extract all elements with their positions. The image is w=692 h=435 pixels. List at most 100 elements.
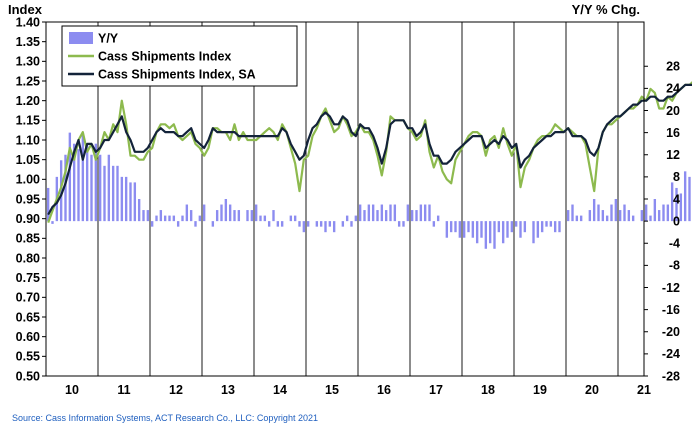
- yy-bar: [679, 193, 683, 222]
- yy-bar: [111, 165, 115, 222]
- yy-bar: [406, 204, 410, 222]
- yy-bar: [263, 215, 267, 222]
- right-tick-label: -16: [662, 303, 680, 317]
- yy-bar: [428, 204, 431, 222]
- right-tick-label: 20: [666, 104, 680, 118]
- yy-bar: [423, 204, 427, 222]
- yy-bar: [276, 221, 280, 227]
- yy-bar: [94, 143, 98, 222]
- left-tick-label: 1.10: [16, 133, 40, 147]
- yy-bar: [302, 221, 306, 233]
- yy-bar: [250, 210, 254, 222]
- yy-bar: [51, 221, 54, 224]
- yy-bar: [666, 204, 670, 222]
- yy-bar: [605, 215, 609, 222]
- x-tick-label: 18: [481, 383, 495, 397]
- yy-bar: [306, 221, 310, 227]
- right-tick-label: -24: [662, 347, 680, 361]
- yy-bar: [280, 221, 284, 227]
- x-tick-label: 14: [273, 383, 287, 397]
- yy-bar: [137, 199, 141, 222]
- left-tick-label: 0.70: [16, 291, 40, 305]
- yy-bar: [393, 204, 397, 222]
- yy-bar: [475, 221, 479, 244]
- yy-bar: [77, 149, 80, 222]
- yy-bar: [623, 204, 626, 222]
- yy-bar: [46, 187, 50, 222]
- yy-bar: [506, 221, 509, 238]
- grid-lines: [97, 22, 619, 376]
- yy-bar: [532, 221, 535, 244]
- yy-bar: [129, 182, 132, 222]
- left-tick-label: 1.15: [16, 114, 40, 128]
- right-tick-label: -12: [662, 281, 680, 295]
- legend-label: Cass Shipments Index, SA: [98, 68, 256, 82]
- yy-bar: [155, 215, 158, 222]
- yy-bar: [618, 210, 622, 222]
- yy-bar: [146, 210, 150, 222]
- x-tick-label: 10: [65, 383, 79, 397]
- yy-bar: [553, 221, 557, 233]
- yy-bar: [471, 221, 475, 238]
- yy-bar: [324, 221, 327, 233]
- left-axis-title: Index: [8, 2, 43, 17]
- x-tick-label: 21: [637, 383, 651, 397]
- right-tick-label: -4: [669, 237, 680, 251]
- yy-bar: [549, 221, 553, 227]
- yy-bar: [519, 221, 522, 238]
- x-tick-label: 17: [429, 383, 443, 397]
- yy-bar: [649, 215, 652, 222]
- yy-bar: [185, 204, 189, 222]
- yy-bar: [150, 221, 154, 227]
- yy-bar: [484, 221, 488, 249]
- yy-bar: [224, 199, 228, 222]
- yy-bar: [384, 210, 388, 222]
- cass-shipments-index-line: [47, 81, 692, 223]
- yy-bar: [116, 165, 119, 222]
- yy-bar: [68, 132, 72, 222]
- x-tick-label: 11: [117, 383, 130, 397]
- yy-bar: [402, 221, 405, 227]
- yy-bar: [133, 182, 137, 222]
- left-tick-label: 1.30: [16, 55, 40, 69]
- yy-bar: [415, 210, 418, 222]
- right-tick-label: 4: [673, 192, 680, 206]
- yy-bar: [614, 199, 618, 222]
- yy-bar: [670, 182, 674, 222]
- yy-bar: [64, 154, 67, 222]
- yy-bar: [202, 204, 206, 222]
- yy-bar: [662, 204, 665, 222]
- yy-bar: [246, 210, 249, 222]
- yy-bars: [46, 132, 691, 249]
- x-tick-label: 15: [325, 383, 339, 397]
- right-tick-label: 12: [666, 148, 680, 162]
- yy-bar: [545, 221, 548, 227]
- right-tick-label: 0: [673, 214, 680, 228]
- left-tick-label: 1.05: [16, 153, 40, 167]
- yy-bar: [579, 215, 583, 222]
- x-tick-label: 20: [585, 383, 599, 397]
- axes: 1.40 1.35 1.30 1.25 1.20 1.15 1.10 1.05 1.00 0.95…: [16, 15, 680, 397]
- legend-box: [61, 25, 298, 87]
- yy-bar: [436, 215, 440, 222]
- yy-bar: [601, 210, 605, 222]
- yy-bar: [493, 221, 496, 249]
- yy-bar: [332, 221, 336, 233]
- yy-bar: [363, 210, 366, 222]
- yy-bar: [644, 204, 648, 222]
- yy-bar: [575, 215, 579, 222]
- source-note: Source: Cass Information Systems, ACT Re…: [12, 413, 318, 423]
- yy-bar: [432, 221, 436, 227]
- yy-bar: [59, 160, 63, 222]
- left-tick-label: 0.65: [16, 310, 40, 324]
- yy-bar: [497, 221, 501, 233]
- yy-bar: [341, 221, 345, 227]
- yy-bar: [588, 210, 592, 222]
- x-tick-label: 12: [169, 383, 183, 397]
- yy-bar: [454, 221, 457, 233]
- yy-bar: [354, 215, 358, 222]
- yy-bar: [358, 204, 362, 222]
- yy-bar: [90, 154, 93, 222]
